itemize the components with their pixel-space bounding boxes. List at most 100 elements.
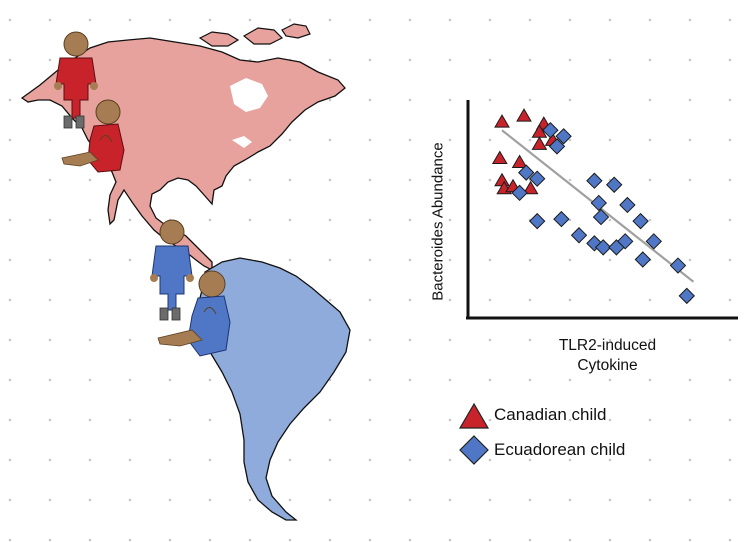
grid-dot (248, 178, 252, 182)
grid-dot (208, 538, 212, 542)
grid-dot (648, 18, 652, 22)
grid-dot (128, 258, 132, 262)
grid-dot (168, 538, 172, 542)
grid-dot (8, 458, 12, 462)
grid-dot (208, 218, 212, 222)
canadian-data-point (491, 150, 508, 164)
grid-dot (568, 458, 572, 462)
grid-dot (648, 338, 652, 342)
ecuadorean-data-point (594, 239, 612, 256)
grid-dot (688, 458, 692, 462)
ecuadorean-data-point (586, 172, 603, 189)
grid-dot (488, 258, 492, 262)
grid-dot (448, 418, 452, 422)
grid-dot (328, 298, 332, 302)
legend-label-canadian: Canadian child (494, 405, 607, 424)
grid-dot (408, 258, 412, 262)
grid-dot (448, 498, 452, 502)
grid-dot (328, 218, 332, 222)
grid-dot (608, 418, 612, 422)
grid-dot (688, 378, 692, 382)
grid-dot (408, 378, 412, 382)
grid-dot (488, 178, 492, 182)
grid-dot (568, 98, 572, 102)
grid-dot (48, 58, 52, 62)
grid-dot (608, 218, 612, 222)
grid-dot (688, 218, 692, 222)
grid-dot (408, 178, 412, 182)
grid-dot (208, 418, 212, 422)
grid-dot (328, 18, 332, 22)
grid-dot (728, 138, 732, 142)
grid-dot (8, 338, 12, 342)
grid-dot (128, 538, 132, 542)
grid-dot (528, 298, 532, 302)
grid-dot (8, 378, 12, 382)
grid-dot (48, 298, 52, 302)
canadian-data-point (522, 180, 539, 195)
legend-diamond-marker (459, 435, 489, 465)
grid-dot (648, 458, 652, 462)
grid-dot (208, 378, 212, 382)
grid-dot (88, 378, 92, 382)
grid-dot (568, 258, 572, 262)
grid-dot (448, 178, 452, 182)
grid-dot (528, 458, 532, 462)
grid-dot (168, 498, 172, 502)
grid-dot (688, 338, 692, 342)
grid-dot (488, 58, 492, 62)
grid-dot (568, 58, 572, 62)
ecuadorean-data-point (528, 212, 546, 230)
ecuadorean-data-point (555, 128, 572, 145)
ecuadorean-data-point (605, 176, 623, 193)
grid-dot (8, 498, 12, 502)
grid-dot (608, 378, 612, 382)
grid-dot (608, 18, 612, 22)
grid-dot (288, 258, 292, 262)
north-america-island-1 (198, 31, 240, 47)
grid-dot (568, 378, 572, 382)
grid-dot (368, 58, 372, 62)
ecuadorean-data-point (645, 233, 663, 250)
grid-dot (328, 418, 332, 422)
south-america-map (195, 257, 351, 521)
grid-dot (208, 458, 212, 462)
ecuadorean-data-point (608, 239, 625, 256)
grid-dot (8, 218, 12, 222)
grid-dot (728, 418, 732, 422)
grid-dot (448, 138, 452, 142)
grid-dot (208, 18, 212, 22)
grid-dot (328, 258, 332, 262)
grid-dot (128, 298, 132, 302)
grid-dot (648, 218, 652, 222)
grid-dot (368, 178, 372, 182)
grid-dot (288, 538, 292, 542)
grid-dot (688, 58, 692, 62)
grid-dot (368, 538, 372, 542)
grid-dot (528, 538, 532, 542)
grid-dot (688, 138, 692, 142)
grid-dot (728, 18, 732, 22)
grid-dot (408, 538, 412, 542)
grid-dot (448, 298, 452, 302)
grid-dot (48, 18, 52, 22)
ecuadorean-data-point (553, 210, 570, 228)
north-america-island-2 (242, 27, 284, 45)
grid-dot (368, 298, 372, 302)
grid-dot (88, 178, 92, 182)
grid-dot (368, 258, 372, 262)
grid-dot (448, 538, 452, 542)
grid-dot (128, 18, 132, 22)
grid-dot (528, 338, 532, 342)
grid-dot (8, 538, 12, 542)
grid-dot (488, 378, 492, 382)
grid-dot (128, 378, 132, 382)
grid-dot (608, 58, 612, 62)
grid-dot (288, 138, 292, 142)
grid-dot (88, 298, 92, 302)
grid-dot (408, 418, 412, 422)
grid-dot (488, 538, 492, 542)
legend-label-ecuadorean: Ecuadorean child (494, 440, 626, 459)
grid-dot (128, 458, 132, 462)
grid-dot (688, 258, 692, 262)
